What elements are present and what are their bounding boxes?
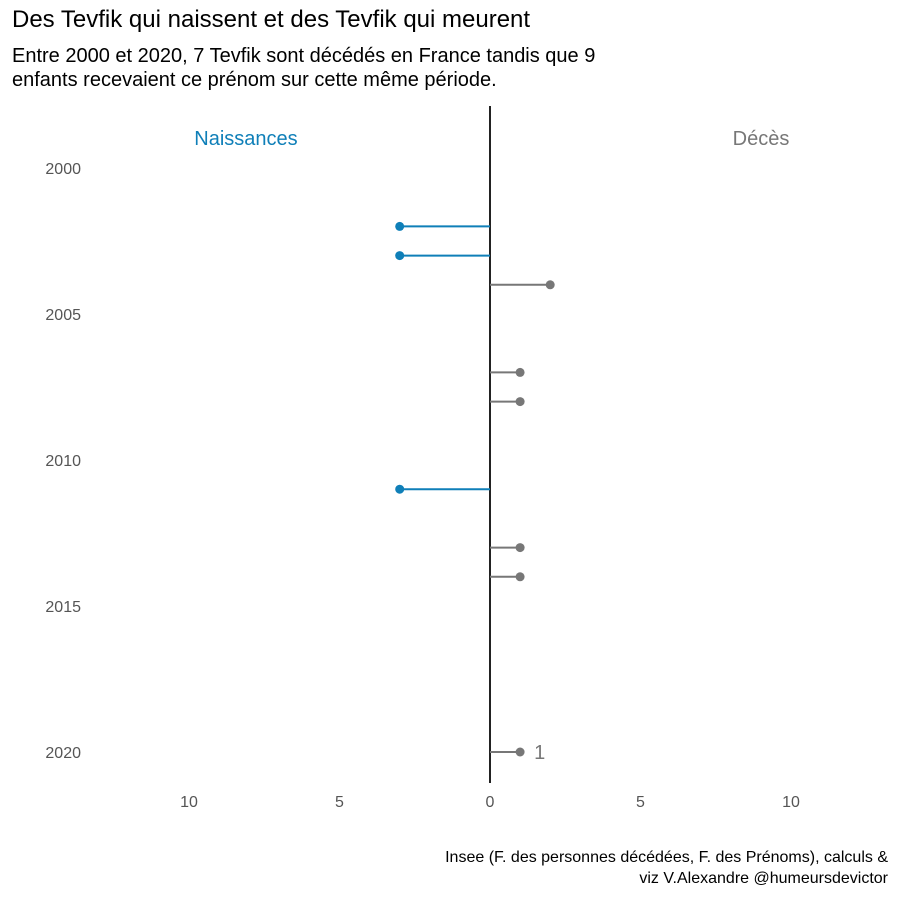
y-tick-label: 2015 [45, 599, 81, 616]
x-tick-label: 5 [335, 794, 344, 811]
caption-line-1: Insee (F. des personnes décédées, F. des… [445, 849, 888, 866]
births-point [395, 484, 405, 494]
deaths-point [545, 280, 555, 290]
births-point [395, 251, 405, 261]
x-tick-label: 5 [636, 794, 645, 811]
deaths-header-label: Décès [733, 128, 790, 150]
x-tick-label: 10 [180, 794, 198, 811]
source-caption: Insee (F. des personnes décédées, F. des… [445, 847, 888, 889]
x-tick-label: 10 [782, 794, 800, 811]
deaths-point [515, 572, 525, 582]
deaths-point [515, 543, 525, 553]
births-point [395, 221, 405, 231]
deaths-point [515, 367, 525, 377]
y-tick-label: 2000 [45, 161, 81, 178]
deaths-point [515, 747, 525, 757]
chart-subtitle: Entre 2000 et 2020, 7 Tevfik sont décédé… [12, 44, 882, 92]
subtitle-line-2: enfants recevaient ce prénom sur cette m… [12, 69, 497, 91]
value-annotation: 1 [534, 742, 545, 764]
births-header-label: Naissances [194, 128, 297, 150]
deaths-point [515, 397, 525, 407]
caption-line-2: viz V.Alexandre @humeursdevictor [639, 870, 888, 887]
chart-title: Des Tevfik qui naissent et des Tevfik qu… [12, 6, 531, 33]
y-tick-label: 2020 [45, 745, 81, 762]
y-tick-label: 2010 [45, 453, 81, 470]
y-tick-label: 2005 [45, 307, 81, 324]
subtitle-line-1: Entre 2000 et 2020, 7 Tevfik sont décédé… [12, 45, 596, 67]
x-tick-label: 0 [486, 794, 495, 811]
